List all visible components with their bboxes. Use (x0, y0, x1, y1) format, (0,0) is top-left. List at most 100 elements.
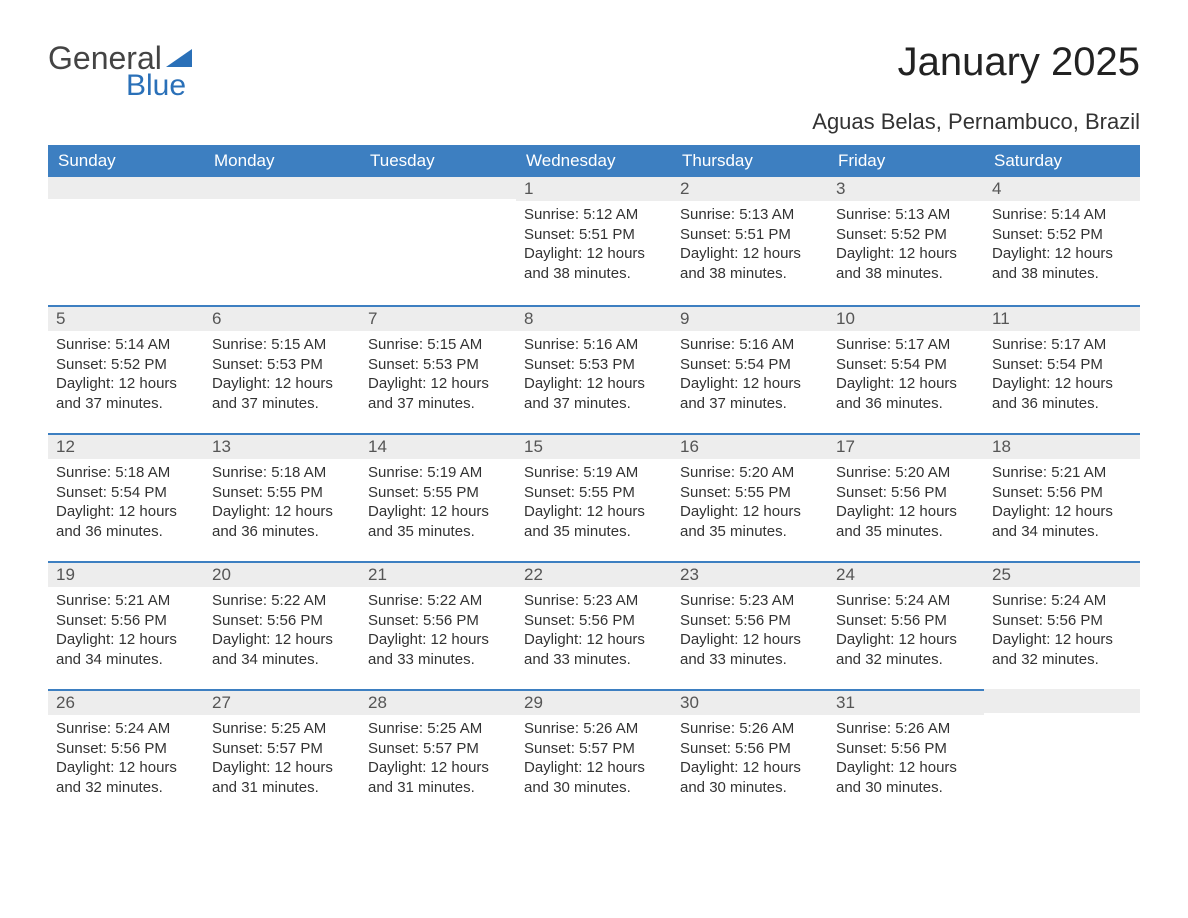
day-number: 27 (212, 693, 231, 712)
location: Aguas Belas, Pernambuco, Brazil (48, 109, 1140, 135)
weekday-header: Thursday (672, 145, 828, 177)
day-number: 19 (56, 565, 75, 584)
day-number: 20 (212, 565, 231, 584)
calendar-empty-cell (984, 689, 1140, 817)
day-info: Sunrise: 5:17 AMSunset: 5:54 PMDaylight:… (836, 335, 976, 413)
day-info: Sunrise: 5:13 AMSunset: 5:51 PMDaylight:… (680, 205, 820, 283)
calendar-day-cell: 28 Sunrise: 5:25 AMSunset: 5:57 PMDayligh… (360, 689, 516, 817)
day-info: Sunrise: 5:15 AMSunset: 5:53 PMDaylight:… (212, 335, 352, 413)
day-info: Sunrise: 5:24 AMSunset: 5:56 PMDaylight:… (992, 591, 1132, 669)
calendar-day-cell: 26 Sunrise: 5:24 AMSunset: 5:56 PMDayligh… (48, 689, 204, 817)
calendar-day-cell: 23 Sunrise: 5:23 AMSunset: 5:56 PMDayligh… (672, 561, 828, 689)
calendar-day-cell: 7Sunrise: 5:15 AMSunset: 5:53 PMDaylight… (360, 305, 516, 433)
day-info: Sunrise: 5:26 AMSunset: 5:57 PMDaylight:… (524, 719, 664, 797)
day-info: Sunrise: 5:18 AMSunset: 5:54 PMDaylight:… (56, 463, 196, 541)
day-info: Sunrise: 5:24 AMSunset: 5:56 PMDaylight:… (836, 591, 976, 669)
calendar-day-cell: 10 Sunrise: 5:17 AMSunset: 5:54 PMDayligh… (828, 305, 984, 433)
day-number: 26 (56, 693, 75, 712)
day-info: Sunrise: 5:19 AMSunset: 5:55 PMDaylight:… (524, 463, 664, 541)
calendar-day-cell: 1Sunrise: 5:12 AMSunset: 5:51 PMDaylight… (516, 177, 672, 305)
logo: General Blue (48, 40, 192, 103)
day-number: 4 (992, 179, 1001, 198)
calendar-day-cell: 6 Sunrise: 5:15 AMSunset: 5:53 PMDaylight… (204, 305, 360, 433)
day-info: Sunrise: 5:26 AMSunset: 5:56 PMDaylight:… (836, 719, 976, 797)
day-info: Sunrise: 5:14 AMSunset: 5:52 PMDaylight:… (992, 205, 1132, 283)
calendar-day-cell: 9Sunrise: 5:16 AMSunset: 5:54 PMDaylight… (672, 305, 828, 433)
calendar-day-cell: 11 Sunrise: 5:17 AMSunset: 5:54 PMDayligh… (984, 305, 1140, 433)
flag-icon (166, 49, 192, 69)
weekday-header: Saturday (984, 145, 1140, 177)
day-number: 3 (836, 179, 845, 198)
logo-text-blue: Blue (126, 69, 186, 103)
day-info: Sunrise: 5:17 AMSunset: 5:54 PMDaylight:… (992, 335, 1132, 413)
day-number: 12 (56, 437, 75, 456)
day-number: 5 (56, 309, 65, 328)
weekday-header: Friday (828, 145, 984, 177)
calendar-day-cell: 5 Sunrise: 5:14 AMSunset: 5:52 PMDaylight… (48, 305, 204, 433)
day-number: 6 (212, 309, 221, 328)
calendar-day-cell: 3 Sunrise: 5:13 AMSunset: 5:52 PMDaylight… (828, 177, 984, 305)
calendar: SundayMondayTuesdayWednesdayThursdayFrid… (48, 145, 1140, 817)
calendar-empty-cell (360, 177, 516, 305)
day-info: Sunrise: 5:25 AMSunset: 5:57 PMDaylight:… (368, 719, 508, 797)
calendar-day-cell: 21 Sunrise: 5:22 AMSunset: 5:56 PMDayligh… (360, 561, 516, 689)
calendar-day-cell: 20 Sunrise: 5:22 AMSunset: 5:56 PMDayligh… (204, 561, 360, 689)
calendar-day-cell: 18Sunrise: 5:21 AMSunset: 5:56 PMDayligh… (984, 433, 1140, 561)
calendar-day-cell: 15 Sunrise: 5:19 AMSunset: 5:55 PMDayligh… (516, 433, 672, 561)
day-number: 24 (836, 565, 855, 584)
day-number: 30 (680, 693, 699, 712)
weekday-header: Tuesday (360, 145, 516, 177)
calendar-day-cell: 24 Sunrise: 5:24 AMSunset: 5:56 PMDayligh… (828, 561, 984, 689)
day-info: Sunrise: 5:14 AMSunset: 5:52 PMDaylight:… (56, 335, 196, 413)
day-number: 13 (212, 437, 231, 456)
calendar-day-cell: 13Sunrise: 5:18 AMSunset: 5:55 PMDayligh… (204, 433, 360, 561)
calendar-grid: 1Sunrise: 5:12 AMSunset: 5:51 PMDaylight… (48, 177, 1140, 817)
calendar-day-cell: 31 Sunrise: 5:26 AMSunset: 5:56 PMDayligh… (828, 689, 984, 817)
weekday-header: Monday (204, 145, 360, 177)
page-title: January 2025 (898, 40, 1140, 85)
calendar-day-cell: 4 Sunrise: 5:14 AMSunset: 5:52 PMDaylight… (984, 177, 1140, 305)
weekday-header: Sunday (48, 145, 204, 177)
day-info: Sunrise: 5:16 AMSunset: 5:53 PMDaylight:… (524, 335, 664, 413)
day-info: Sunrise: 5:23 AMSunset: 5:56 PMDaylight:… (680, 591, 820, 669)
day-number: 25 (992, 565, 1011, 584)
day-number: 28 (368, 693, 387, 712)
weekday-header: Wednesday (516, 145, 672, 177)
calendar-day-cell: 8 Sunrise: 5:16 AMSunset: 5:53 PMDaylight… (516, 305, 672, 433)
day-info: Sunrise: 5:25 AMSunset: 5:57 PMDaylight:… (212, 719, 352, 797)
calendar-day-cell: 19Sunrise: 5:21 AMSunset: 5:56 PMDayligh… (48, 561, 204, 689)
day-info: Sunrise: 5:22 AMSunset: 5:56 PMDaylight:… (368, 591, 508, 669)
day-info: Sunrise: 5:22 AMSunset: 5:56 PMDaylight:… (212, 591, 352, 669)
day-number: 31 (836, 693, 855, 712)
day-number: 15 (524, 437, 543, 456)
day-info: Sunrise: 5:16 AMSunset: 5:54 PMDaylight:… (680, 335, 820, 413)
calendar-day-cell: 27 Sunrise: 5:25 AMSunset: 5:57 PMDayligh… (204, 689, 360, 817)
day-info: Sunrise: 5:24 AMSunset: 5:56 PMDaylight:… (56, 719, 196, 797)
calendar-day-cell: 29Sunrise: 5:26 AMSunset: 5:57 PMDayligh… (516, 689, 672, 817)
day-info: Sunrise: 5:15 AMSunset: 5:53 PMDaylight:… (368, 335, 508, 413)
calendar-empty-cell (48, 177, 204, 305)
day-info: Sunrise: 5:19 AMSunset: 5:55 PMDaylight:… (368, 463, 508, 541)
calendar-day-cell: 12 Sunrise: 5:18 AMSunset: 5:54 PMDayligh… (48, 433, 204, 561)
day-number: 2 (680, 179, 689, 198)
day-number: 14 (368, 437, 387, 456)
day-info: Sunrise: 5:13 AMSunset: 5:52 PMDaylight:… (836, 205, 976, 283)
weekday-header-row: SundayMondayTuesdayWednesdayThursdayFrid… (48, 145, 1140, 177)
day-number: 11 (992, 309, 1010, 328)
day-number: 10 (836, 309, 855, 328)
day-number: 8 (524, 309, 533, 328)
calendar-empty-cell (204, 177, 360, 305)
day-number: 21 (368, 565, 387, 584)
calendar-day-cell: 30 Sunrise: 5:26 AMSunset: 5:56 PMDayligh… (672, 689, 828, 817)
calendar-day-cell: 16Sunrise: 5:20 AMSunset: 5:55 PMDayligh… (672, 433, 828, 561)
day-info: Sunrise: 5:21 AMSunset: 5:56 PMDaylight:… (992, 463, 1132, 541)
day-info: Sunrise: 5:26 AMSunset: 5:56 PMDaylight:… (680, 719, 820, 797)
day-number: 1 (524, 179, 533, 198)
day-number: 23 (680, 565, 699, 584)
day-number: 16 (680, 437, 699, 456)
day-info: Sunrise: 5:20 AMSunset: 5:56 PMDaylight:… (836, 463, 976, 541)
calendar-day-cell: 22Sunrise: 5:23 AMSunset: 5:56 PMDayligh… (516, 561, 672, 689)
calendar-day-cell: 25 Sunrise: 5:24 AMSunset: 5:56 PMDayligh… (984, 561, 1140, 689)
calendar-day-cell: 14 Sunrise: 5:19 AMSunset: 5:55 PMDayligh… (360, 433, 516, 561)
day-info: Sunrise: 5:23 AMSunset: 5:56 PMDaylight:… (524, 591, 664, 669)
